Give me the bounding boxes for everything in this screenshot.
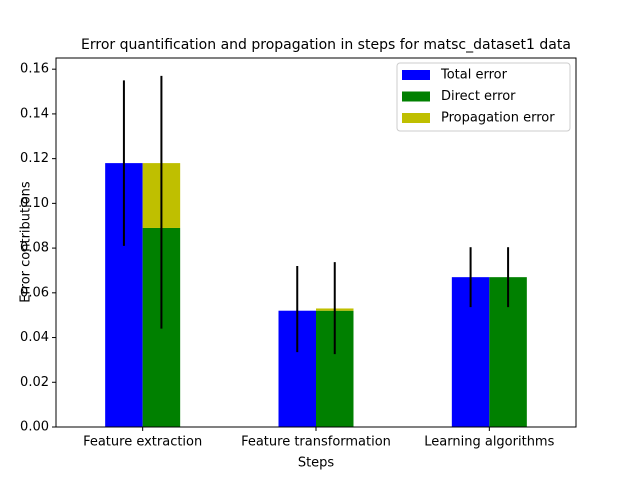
- x-axis-label: Steps: [298, 456, 335, 471]
- y-tick-label: 0.16: [20, 62, 49, 77]
- y-tick-label: 0.12: [20, 151, 49, 166]
- y-tick-label: 0.14: [20, 106, 49, 121]
- y-axis-label: Error contributions: [19, 181, 34, 303]
- x-tick-label: Feature extraction: [83, 435, 202, 450]
- legend-swatch: [402, 70, 430, 80]
- legend-label: Direct error: [441, 89, 516, 104]
- x-tick-label: Feature transformation: [241, 435, 391, 450]
- y-tick-label: 0.08: [20, 241, 49, 256]
- legend-box: [396, 62, 571, 132]
- y-tick-label: 0.02: [20, 375, 49, 390]
- y-tick-label: 0.04: [20, 330, 49, 345]
- legend-swatch: [402, 113, 430, 123]
- chart-title: Error quantification and propagation in …: [81, 37, 571, 53]
- legend-label: Propagation error: [441, 111, 555, 126]
- legend-swatch: [402, 91, 430, 102]
- y-tick-label: 0.06: [20, 285, 49, 300]
- y-tick-label: 0.00: [20, 420, 49, 435]
- legend-label: Total error: [440, 68, 508, 83]
- axes-frame: [55, 57, 577, 428]
- y-tick-label: 0.10: [20, 196, 49, 211]
- x-tick-label: Learning algorithms: [424, 435, 554, 450]
